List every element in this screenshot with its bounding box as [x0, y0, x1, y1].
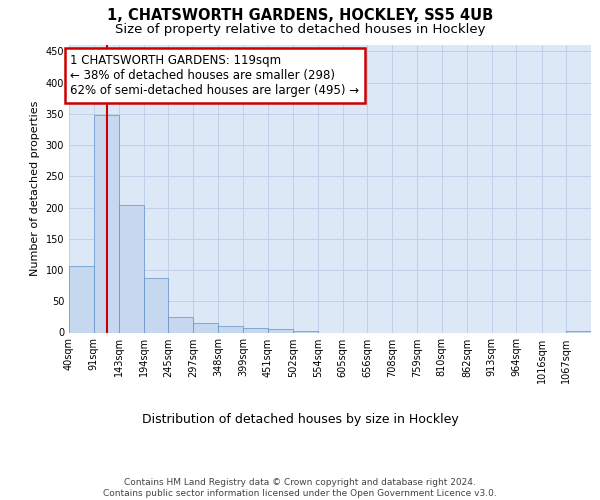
- Bar: [119, 205, 143, 332]
- Bar: [168, 317, 193, 332]
- Bar: [143, 278, 168, 332]
- Text: 1, CHATSWORTH GARDENS, HOCKLEY, SS5 4UB: 1, CHATSWORTH GARDENS, HOCKLEY, SS5 4UB: [107, 8, 493, 22]
- Text: Distribution of detached houses by size in Hockley: Distribution of detached houses by size …: [142, 412, 458, 426]
- Bar: [94, 115, 119, 332]
- Text: Size of property relative to detached houses in Hockley: Size of property relative to detached ho…: [115, 22, 485, 36]
- Bar: [218, 326, 243, 332]
- Text: Contains HM Land Registry data © Crown copyright and database right 2024.
Contai: Contains HM Land Registry data © Crown c…: [103, 478, 497, 498]
- Bar: [566, 330, 591, 332]
- Bar: [293, 331, 318, 332]
- Text: 1 CHATSWORTH GARDENS: 119sqm
← 38% of detached houses are smaller (298)
62% of s: 1 CHATSWORTH GARDENS: 119sqm ← 38% of de…: [70, 54, 359, 98]
- Bar: [193, 322, 218, 332]
- Y-axis label: Number of detached properties: Number of detached properties: [30, 101, 40, 276]
- Bar: [69, 266, 94, 332]
- Bar: [243, 328, 268, 332]
- Bar: [268, 330, 293, 332]
